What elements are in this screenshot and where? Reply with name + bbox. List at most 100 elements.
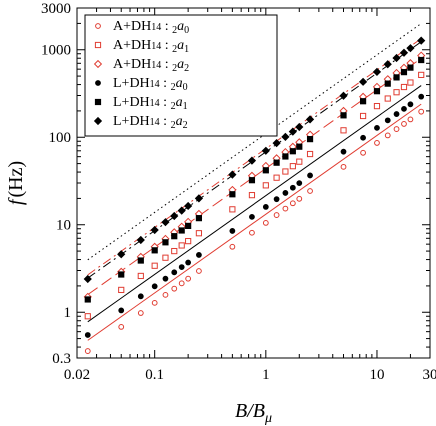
x-tick-label: 0.02 [64,367,90,383]
data-point [282,205,289,212]
data-point [407,101,414,108]
data-point [305,115,315,124]
data-point [178,242,185,249]
data-point [247,156,257,165]
data-point [118,271,125,278]
legend-label: L+DH14 : 2a1 [113,95,188,112]
data-point [340,112,347,119]
data-point [393,74,400,81]
data-point [194,194,204,203]
data-point [195,230,203,237]
data-point [393,126,400,132]
data-point [273,196,280,203]
data-point [117,250,126,259]
x-tick-label: 0.1 [145,367,164,383]
data-point [229,191,236,198]
data-point [118,307,125,314]
data-point [262,203,269,210]
data-point [161,218,170,227]
data-point [162,275,169,282]
data-point [359,112,367,120]
x-tick-label: 10 [369,367,384,383]
data-point [383,60,392,69]
data-point [185,259,192,266]
x-tick-label: 1 [262,367,270,383]
data-point [170,211,179,221]
data-point [289,200,296,207]
data-point [296,143,303,150]
data-point [272,139,281,148]
data-point [289,184,296,191]
data-point [137,293,144,300]
data-point [162,239,169,246]
data-point [137,310,144,316]
data-point [289,163,296,170]
legend-label: L+DH14 : 2a2 [113,114,188,131]
data-point [418,108,425,115]
data-point [282,153,289,160]
data-point [94,98,102,106]
data-point [307,172,313,179]
data-point [281,132,290,141]
data-point [373,102,381,110]
data-point [372,67,382,77]
fit-line [87,38,422,276]
fit-line [87,85,422,323]
data-point [384,132,391,139]
data-point [151,299,158,306]
data-point [400,69,408,76]
data-point [196,252,202,258]
data-point [393,111,400,117]
y-tick-label: 0.3 [52,351,71,367]
data-point [374,124,380,131]
data-point [171,269,178,276]
data-point [339,91,348,100]
data-point [407,79,414,86]
data-point [296,158,303,165]
fit-line [87,23,422,261]
data-point [229,206,236,213]
data-point [262,167,269,174]
data-point [273,159,280,166]
data-point [407,116,414,123]
data-point [94,41,102,49]
data-point [417,36,426,45]
data-point [288,127,297,136]
data-point [171,233,178,240]
data-point [171,247,178,255]
data-point [306,136,314,143]
data-markers [83,36,426,354]
data-point [84,296,91,303]
data-point [296,195,303,202]
data-point [151,283,158,290]
legend-label: L+DH14 : 2a0 [113,76,188,93]
data-point [93,59,103,69]
data-point [273,174,280,181]
data-point [118,324,125,330]
data-point [400,83,408,91]
data-point [384,95,391,102]
data-point [358,77,368,86]
data-point [340,163,347,170]
y-tick-label: 1000 [41,43,71,59]
data-point [384,80,391,87]
data-point [359,98,367,105]
data-point [118,286,125,294]
data-point [171,285,178,292]
data-point [418,93,425,100]
data-point [229,228,236,234]
data-point [295,122,304,132]
data-point [360,149,366,156]
data-point [360,134,366,141]
data-point [384,117,391,124]
data-point [229,243,236,250]
data-point [306,150,314,158]
data-point [195,215,203,222]
data-point [407,64,414,71]
data-point [248,192,256,199]
y-tick-label: 3000 [41,1,71,17]
fit-line [87,103,422,341]
y-tick-label: 100 [49,130,72,146]
data-point [282,168,289,175]
y-tick-label: 10 [56,218,71,234]
